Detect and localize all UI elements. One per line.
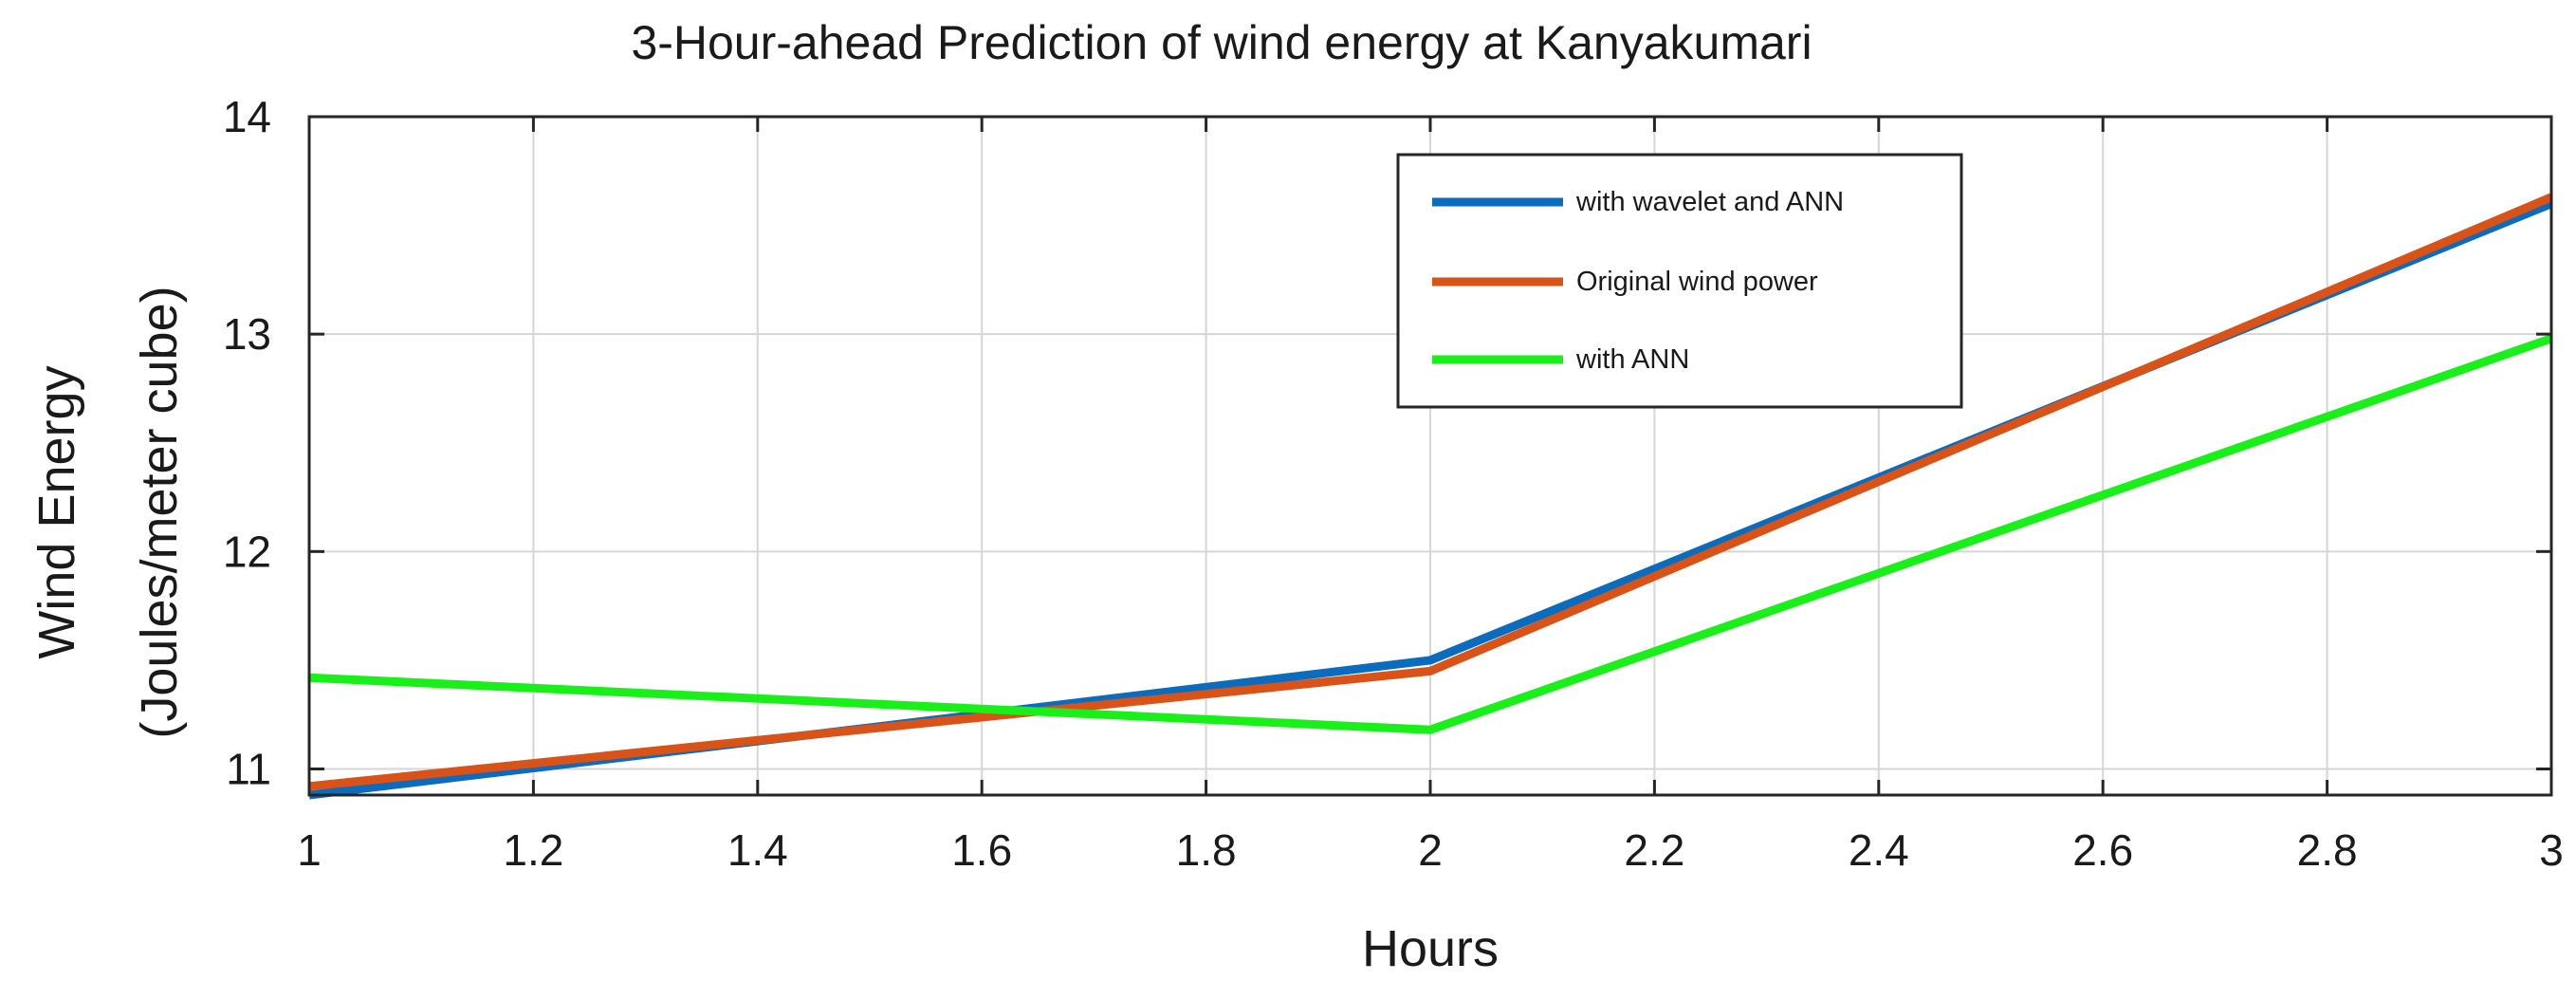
y-tick-label: 11 — [226, 745, 271, 794]
series-line-ann — [308, 334, 2553, 734]
legend-label-wavelet-ann: with wavelet and ANN — [1575, 187, 1844, 217]
x-tick-label: 2.4 — [1849, 825, 1909, 875]
legend-label-original: Original wind power — [1576, 267, 1818, 297]
x-tick-label: 2.2 — [1624, 825, 1684, 875]
series-line-original — [308, 193, 2553, 791]
legend: with wavelet and ANN Original wind power… — [1396, 153, 1963, 409]
y-tick-label: 13 — [223, 309, 271, 359]
x-tick-label: 1.6 — [951, 825, 1012, 875]
x-tick-label: 1 — [297, 825, 322, 875]
y-tick-label: 14 — [223, 92, 271, 141]
x-axis-ticks: 1 1.2 1.4 1.6 1.8 2 2.2 2.4 2.6 2.8 3 — [297, 117, 2564, 875]
x-axis-label: Hours — [1362, 920, 1499, 977]
y-axis-label-line2: (Joules/meter cube) — [131, 286, 188, 738]
x-tick-label: 1.4 — [727, 825, 788, 875]
legend-label-ann: with ANN — [1575, 344, 1689, 375]
series-layer — [308, 193, 2553, 800]
y-axis-ticks: 11 12 13 14 — [223, 92, 2551, 794]
chart-title: 3-Hour-ahead Prediction of wind energy a… — [631, 16, 1812, 69]
x-tick-label: 3 — [2539, 825, 2564, 875]
x-tick-label: 2.8 — [2297, 825, 2358, 875]
x-tick-label: 1.8 — [1176, 825, 1237, 875]
y-tick-label: 12 — [223, 527, 271, 576]
x-tick-label: 1.2 — [503, 825, 563, 875]
x-tick-label: 2 — [1418, 825, 1443, 875]
x-tick-label: 2.6 — [2072, 825, 2133, 875]
y-axis-label-line1: Wind Energy — [28, 365, 85, 658]
